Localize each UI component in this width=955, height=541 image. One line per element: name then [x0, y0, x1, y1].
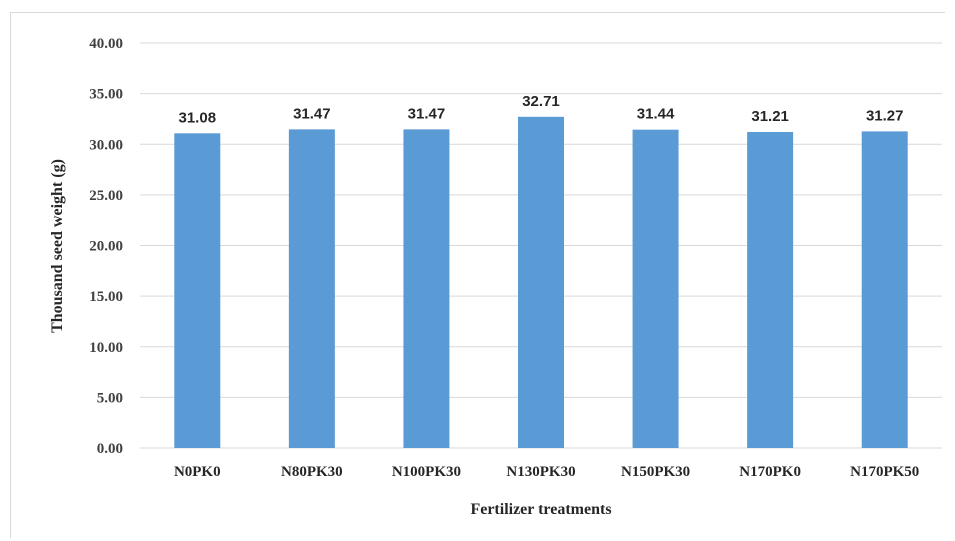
x-tick-label: N100PK30 — [392, 464, 461, 480]
y-tick-label: 20.00 — [89, 239, 123, 255]
x-tick-label: N170PK50 — [850, 464, 919, 480]
bars — [174, 116, 908, 449]
y-tick-labels: 0.00 5.00 10.00 15.00 20.00 25.00 30.00 35.00 40… — [89, 36, 123, 457]
data-label: 31.47 — [293, 105, 331, 122]
x-tick-label: N0PK0 — [174, 464, 221, 480]
y-tick-label: 5.00 — [97, 390, 123, 406]
chart-frame — [10, 12, 945, 538]
data-label: 31.47 — [408, 105, 446, 122]
data-label: 31.08 — [179, 109, 217, 126]
x-tick-label: N170PK0 — [739, 464, 801, 480]
data-label: 31.27 — [866, 107, 904, 124]
data-label: 31.44 — [637, 106, 675, 123]
y-tick-label: 15.00 — [89, 289, 123, 305]
y-tick-label: 40.00 — [89, 36, 123, 52]
x-axis-label: Fertilizer treatments — [470, 501, 611, 518]
bar — [403, 129, 450, 448]
bar — [174, 133, 221, 448]
y-tick-label: 25.00 — [89, 188, 123, 204]
bar — [288, 129, 335, 448]
y-tick-label: 0.00 — [97, 441, 123, 457]
y-tick-label: 10.00 — [89, 340, 123, 356]
bar — [632, 129, 679, 449]
y-tick-label: 35.00 — [89, 87, 123, 103]
bar — [861, 131, 908, 449]
x-tick-label: N130PK30 — [506, 464, 575, 480]
y-tick-label: 30.00 — [89, 137, 123, 153]
data-labels: 31.08 31.47 31.47 32.71 31.44 31.21 31.27 — [179, 93, 904, 127]
x-tick-label: N80PK30 — [281, 464, 343, 480]
bar — [518, 116, 564, 448]
x-tick-label: N150PK30 — [621, 464, 690, 480]
bar — [747, 131, 794, 448]
data-label: 32.71 — [522, 93, 560, 110]
data-label: 31.21 — [751, 108, 789, 125]
x-tick-labels: N0PK0 N80PK30 N100PK30 N130PK30 N150PK30 N170… — [174, 464, 919, 480]
y-axis-label: Thousand seed weight (g) — [49, 159, 66, 333]
